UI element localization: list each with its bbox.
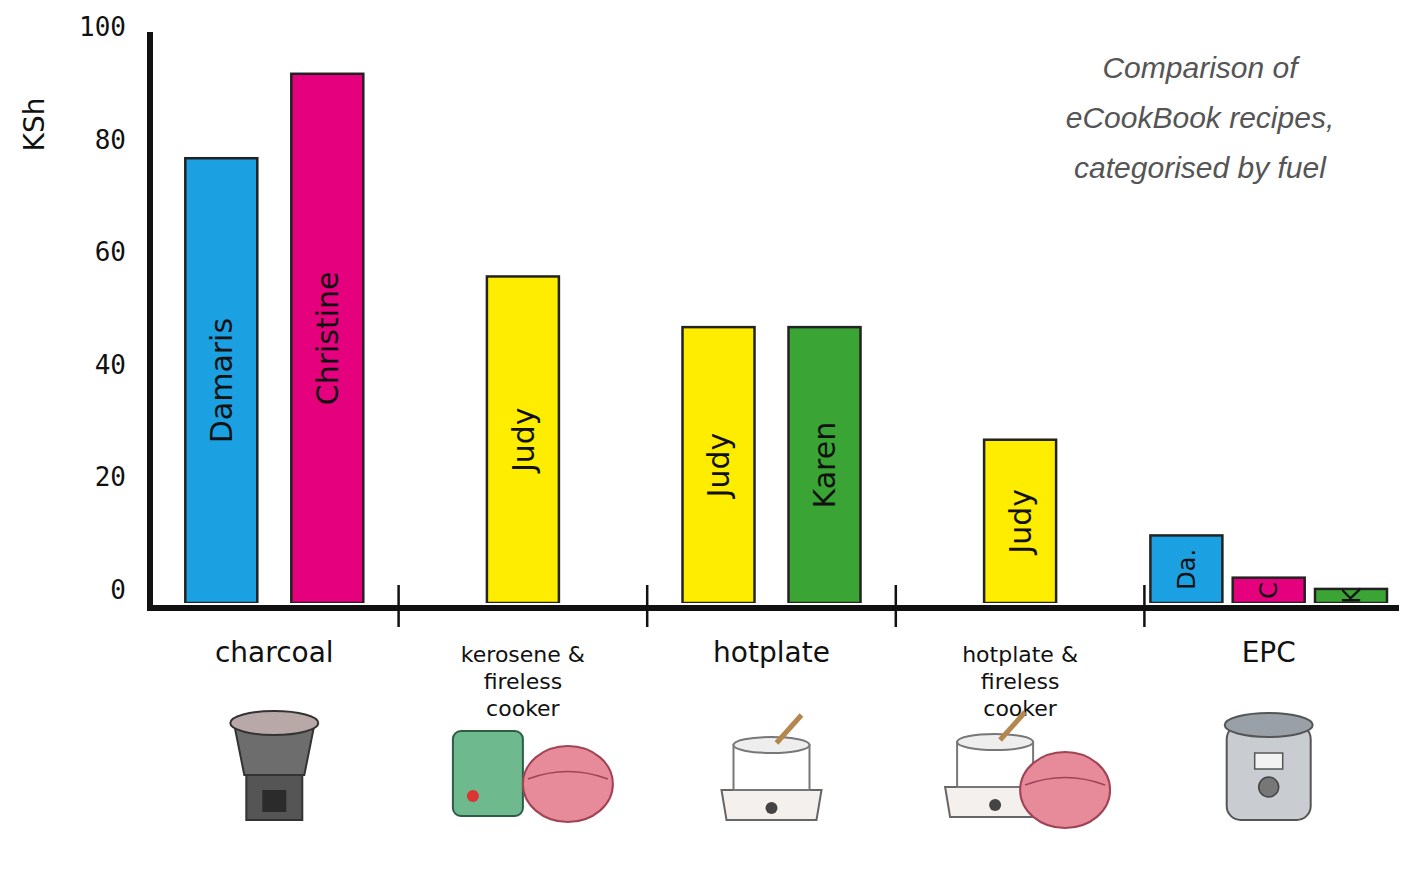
icons <box>230 711 1312 828</box>
bar-name: C <box>1255 582 1283 599</box>
charcoal-stove <box>230 711 318 820</box>
fireless-cooker <box>523 746 613 822</box>
bar-name: Da. <box>1173 549 1201 590</box>
y-tick-label: 80 <box>95 125 126 155</box>
bar <box>1233 578 1305 603</box>
bar-name: Christine <box>310 271 345 405</box>
bar-name: K <box>1338 587 1366 604</box>
bar <box>683 327 755 603</box>
bar <box>185 158 257 603</box>
y-tick-label: 60 <box>95 237 126 267</box>
title: Comparison ofeCookBook recipes,categoris… <box>1066 51 1334 184</box>
hotplate <box>722 715 822 820</box>
bar-name: Judy <box>1003 489 1038 556</box>
group-label: charcoal <box>215 636 334 669</box>
y-tick-label: 20 <box>95 462 126 492</box>
y-tick-label: 0 <box>110 575 126 605</box>
y-axis <box>147 32 153 611</box>
chart: 0 20 40 60 80 100 KSh Comparison ofeCookBook re… <box>0 0 1401 872</box>
bar-name: Karen <box>807 422 842 509</box>
bar-name: Judy <box>506 407 541 474</box>
bar-name: Judy <box>701 433 736 500</box>
bar <box>1150 535 1222 603</box>
group-label: EPC <box>1242 636 1296 669</box>
bar <box>789 327 861 603</box>
kerosene-stove <box>453 731 523 816</box>
electric-pressure-cooker <box>1225 713 1313 820</box>
y-tick-label: 40 <box>95 350 126 380</box>
x-axis <box>147 605 1399 611</box>
group-label: kerosene &firelesscooker <box>461 642 585 721</box>
fireless-cooker <box>1020 752 1110 828</box>
group-separator <box>1143 585 1146 627</box>
group-separator <box>895 585 898 627</box>
y-tick-label: 100 <box>79 12 126 42</box>
group-separator <box>397 585 400 627</box>
bar <box>984 440 1056 603</box>
bars <box>185 74 1387 603</box>
group-separator <box>646 585 649 627</box>
group-label: hotplate <box>713 636 830 669</box>
bar <box>487 276 559 603</box>
bar-name: Damaris <box>204 318 239 443</box>
bar-labels: Damaris Christine Judy Judy Karen Judy Da. C K <box>204 271 1366 603</box>
bar <box>291 74 363 603</box>
group-label: hotplate &firelesscooker <box>962 642 1078 721</box>
y-axis-title: KSh <box>18 98 51 152</box>
